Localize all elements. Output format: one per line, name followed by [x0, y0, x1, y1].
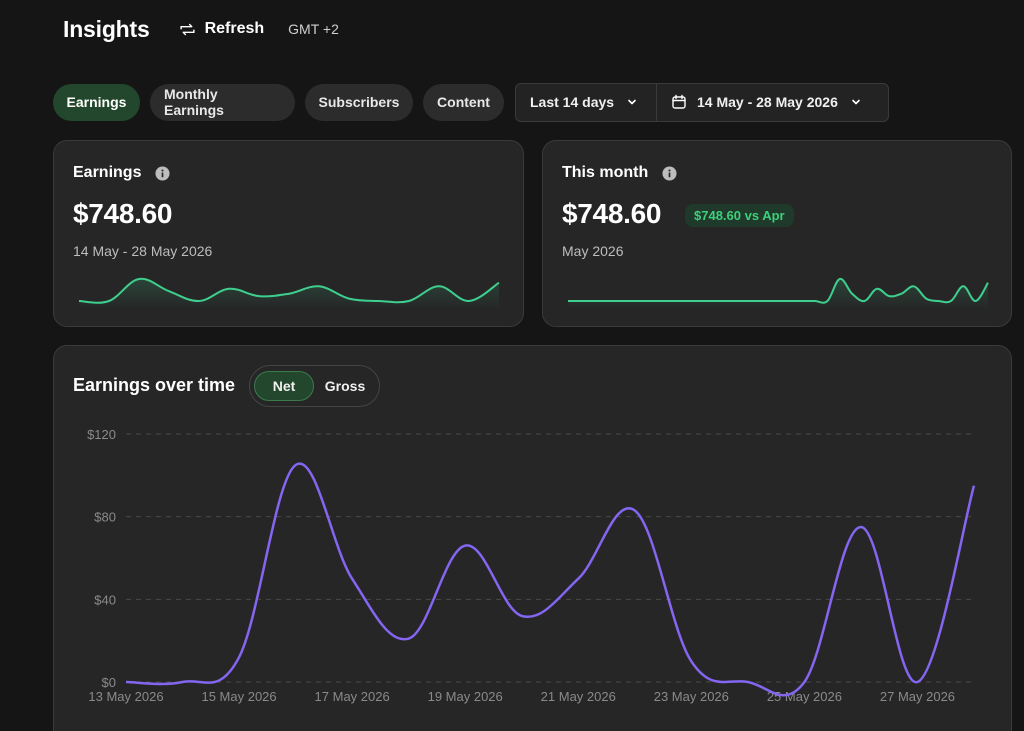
date-range-group: Last 14 days 14 May - 28 May 2026 [515, 82, 889, 122]
refresh-button[interactable]: Refresh [179, 20, 265, 38]
this-month-card: This month $748.60 $748.60 vs Apr May 20… [542, 140, 1012, 327]
tab-monthly-earnings[interactable]: Monthly Earnings [150, 83, 295, 121]
x-tick-label: 25 May 2026 [767, 689, 842, 704]
y-tick-label: $40 [94, 592, 116, 607]
earnings-card: Earnings $748.60 14 May - 28 May 2026 [53, 140, 524, 327]
earnings-period: 14 May - 28 May 2026 [73, 243, 213, 259]
tab-content[interactable]: Content [423, 83, 504, 121]
y-tick-label: $80 [94, 510, 116, 525]
page-header: Insights Refresh GMT +2 [63, 14, 339, 44]
chevron-down-icon [628, 99, 636, 105]
x-tick-label: 21 May 2026 [541, 689, 616, 704]
page-title: Insights [63, 15, 150, 42]
chart-title: Earnings over time [73, 375, 236, 395]
x-tick-label: 19 May 2026 [428, 689, 503, 704]
earnings-chart-card: $0 $40 $80 $120 13 May 2026 15 May 2026 17 May… [53, 345, 1012, 731]
series-line [125, 462, 976, 697]
this-month-period: May 2026 [562, 243, 624, 259]
this-month-card-title: This month [562, 164, 677, 182]
comparison-badge: $748.60 vs Apr [685, 204, 794, 227]
x-tick-label: 27 May 2026 [880, 689, 955, 704]
x-tick-label: 13 May 2026 [88, 689, 163, 704]
x-tick-label: 15 May 2026 [201, 689, 276, 704]
earnings-value: $748.60 [73, 198, 173, 229]
refresh-icon [179, 23, 195, 35]
sparkline-line [78, 277, 500, 304]
x-tick-label: 17 May 2026 [315, 689, 390, 704]
range-select-label: Last 14 days [530, 94, 615, 110]
info-icon[interactable] [662, 165, 677, 181]
refresh-label: Refresh [204, 20, 265, 37]
earnings-sparkline [78, 277, 500, 309]
this-month-sparkline [567, 277, 989, 309]
calendar-icon [672, 94, 686, 109]
x-tick-label: 23 May 2026 [654, 689, 729, 704]
earnings-card-title: Earnings [73, 164, 170, 182]
this-month-card-title-text: This month [562, 164, 649, 181]
timezone-label: GMT +2 [288, 21, 339, 37]
tab-subscribers[interactable]: Subscribers [305, 83, 413, 121]
range-select[interactable]: Last 14 days [516, 84, 656, 121]
date-range-label: 14 May - 28 May 2026 [697, 94, 838, 110]
this-month-value: $748.60 [562, 198, 662, 229]
info-icon[interactable] [155, 165, 170, 181]
net-gross-toggle: Net Gross [249, 365, 380, 407]
earnings-card-title-text: Earnings [73, 164, 142, 181]
y-tick-label: $120 [87, 427, 116, 442]
chevron-down-icon [852, 99, 860, 105]
toggle-gross[interactable]: Gross [324, 378, 366, 394]
date-range-picker[interactable]: 14 May - 28 May 2026 [656, 83, 888, 121]
sparkline-line [567, 277, 989, 304]
filter-bar: Earnings Monthly Earnings Subscribers Co… [53, 82, 889, 122]
toggle-net[interactable]: Net [254, 371, 314, 401]
tab-earnings[interactable]: Earnings [53, 83, 140, 121]
earnings-line-chart: $0 $40 $80 $120 13 May 2026 15 May 2026 17 May… [87, 427, 976, 704]
sparkline-area [568, 278, 988, 309]
y-tick-label: $0 [102, 675, 116, 690]
